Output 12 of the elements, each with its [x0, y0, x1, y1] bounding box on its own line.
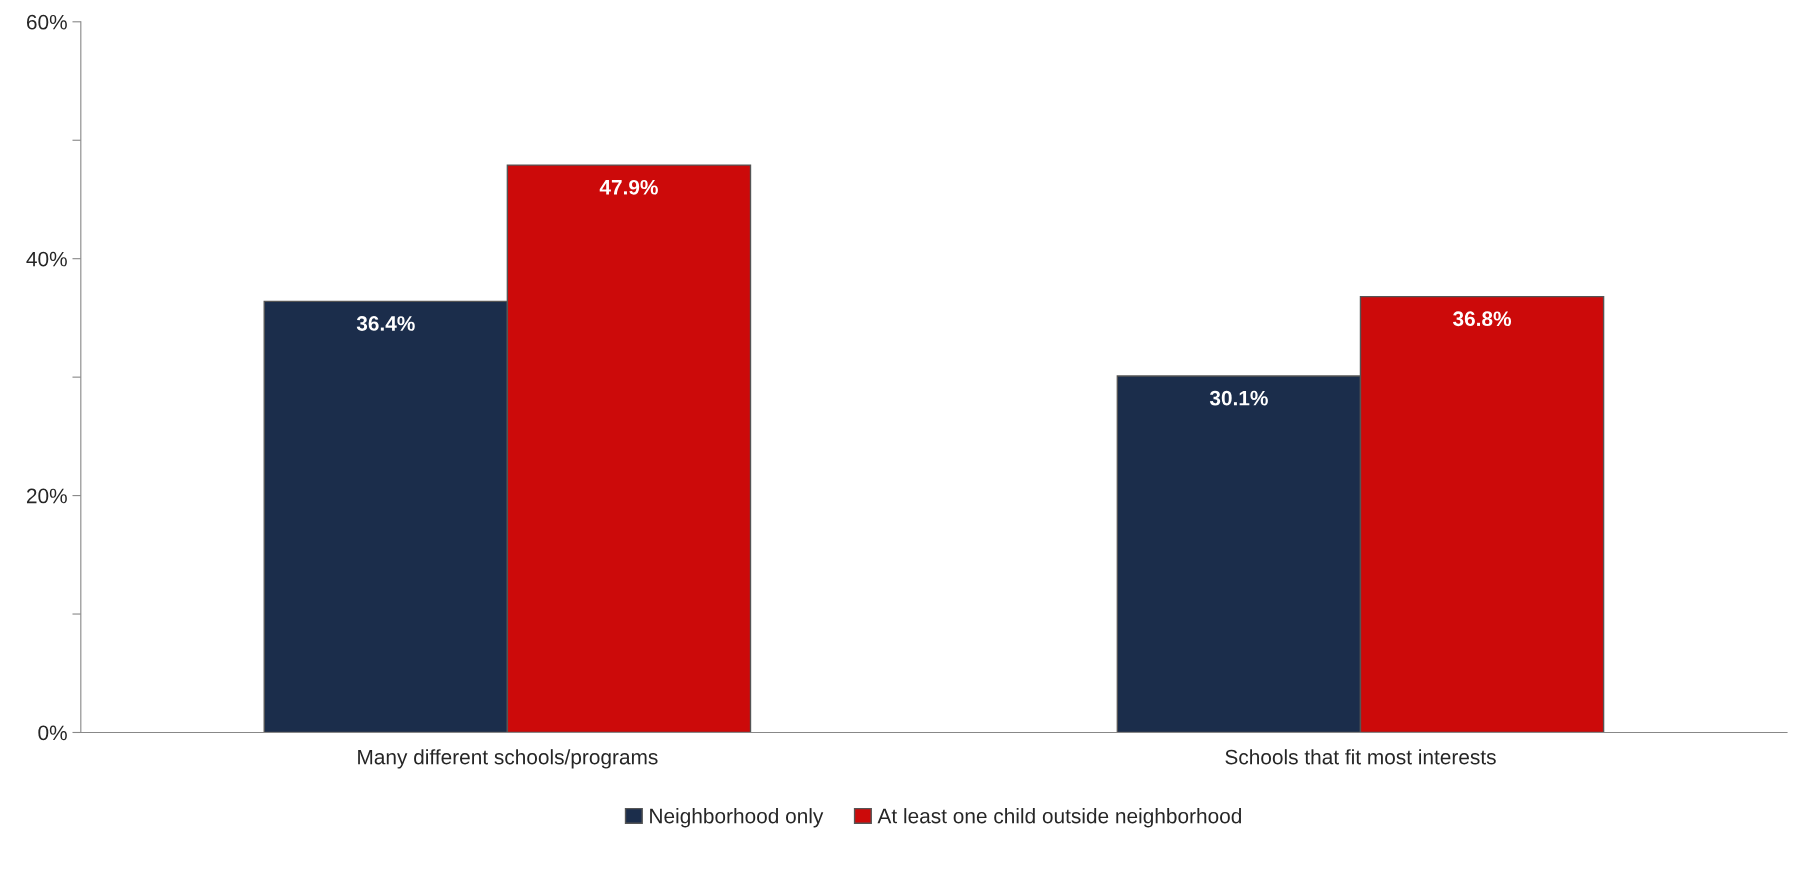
y-tick-label: 60%	[26, 14, 67, 30]
y-tick-label: 0%	[38, 725, 67, 741]
x-tick-label: Many different schools/programs	[358, 749, 658, 769]
data-label: 36.4%	[356, 316, 415, 331]
data-label: 30.1%	[1209, 390, 1268, 406]
x-tick-label: Schools that fit most interests	[1225, 749, 1496, 765]
y-tick-label: 40%	[26, 251, 67, 267]
data-label: 36.8%	[1452, 311, 1512, 327]
legend-label: Neighborhood only	[650, 808, 824, 828]
legend-label: At least one child outside neighborhood	[877, 808, 1241, 828]
data-label: 47.9%	[599, 179, 658, 195]
y-tick-label: 20%	[26, 488, 67, 504]
